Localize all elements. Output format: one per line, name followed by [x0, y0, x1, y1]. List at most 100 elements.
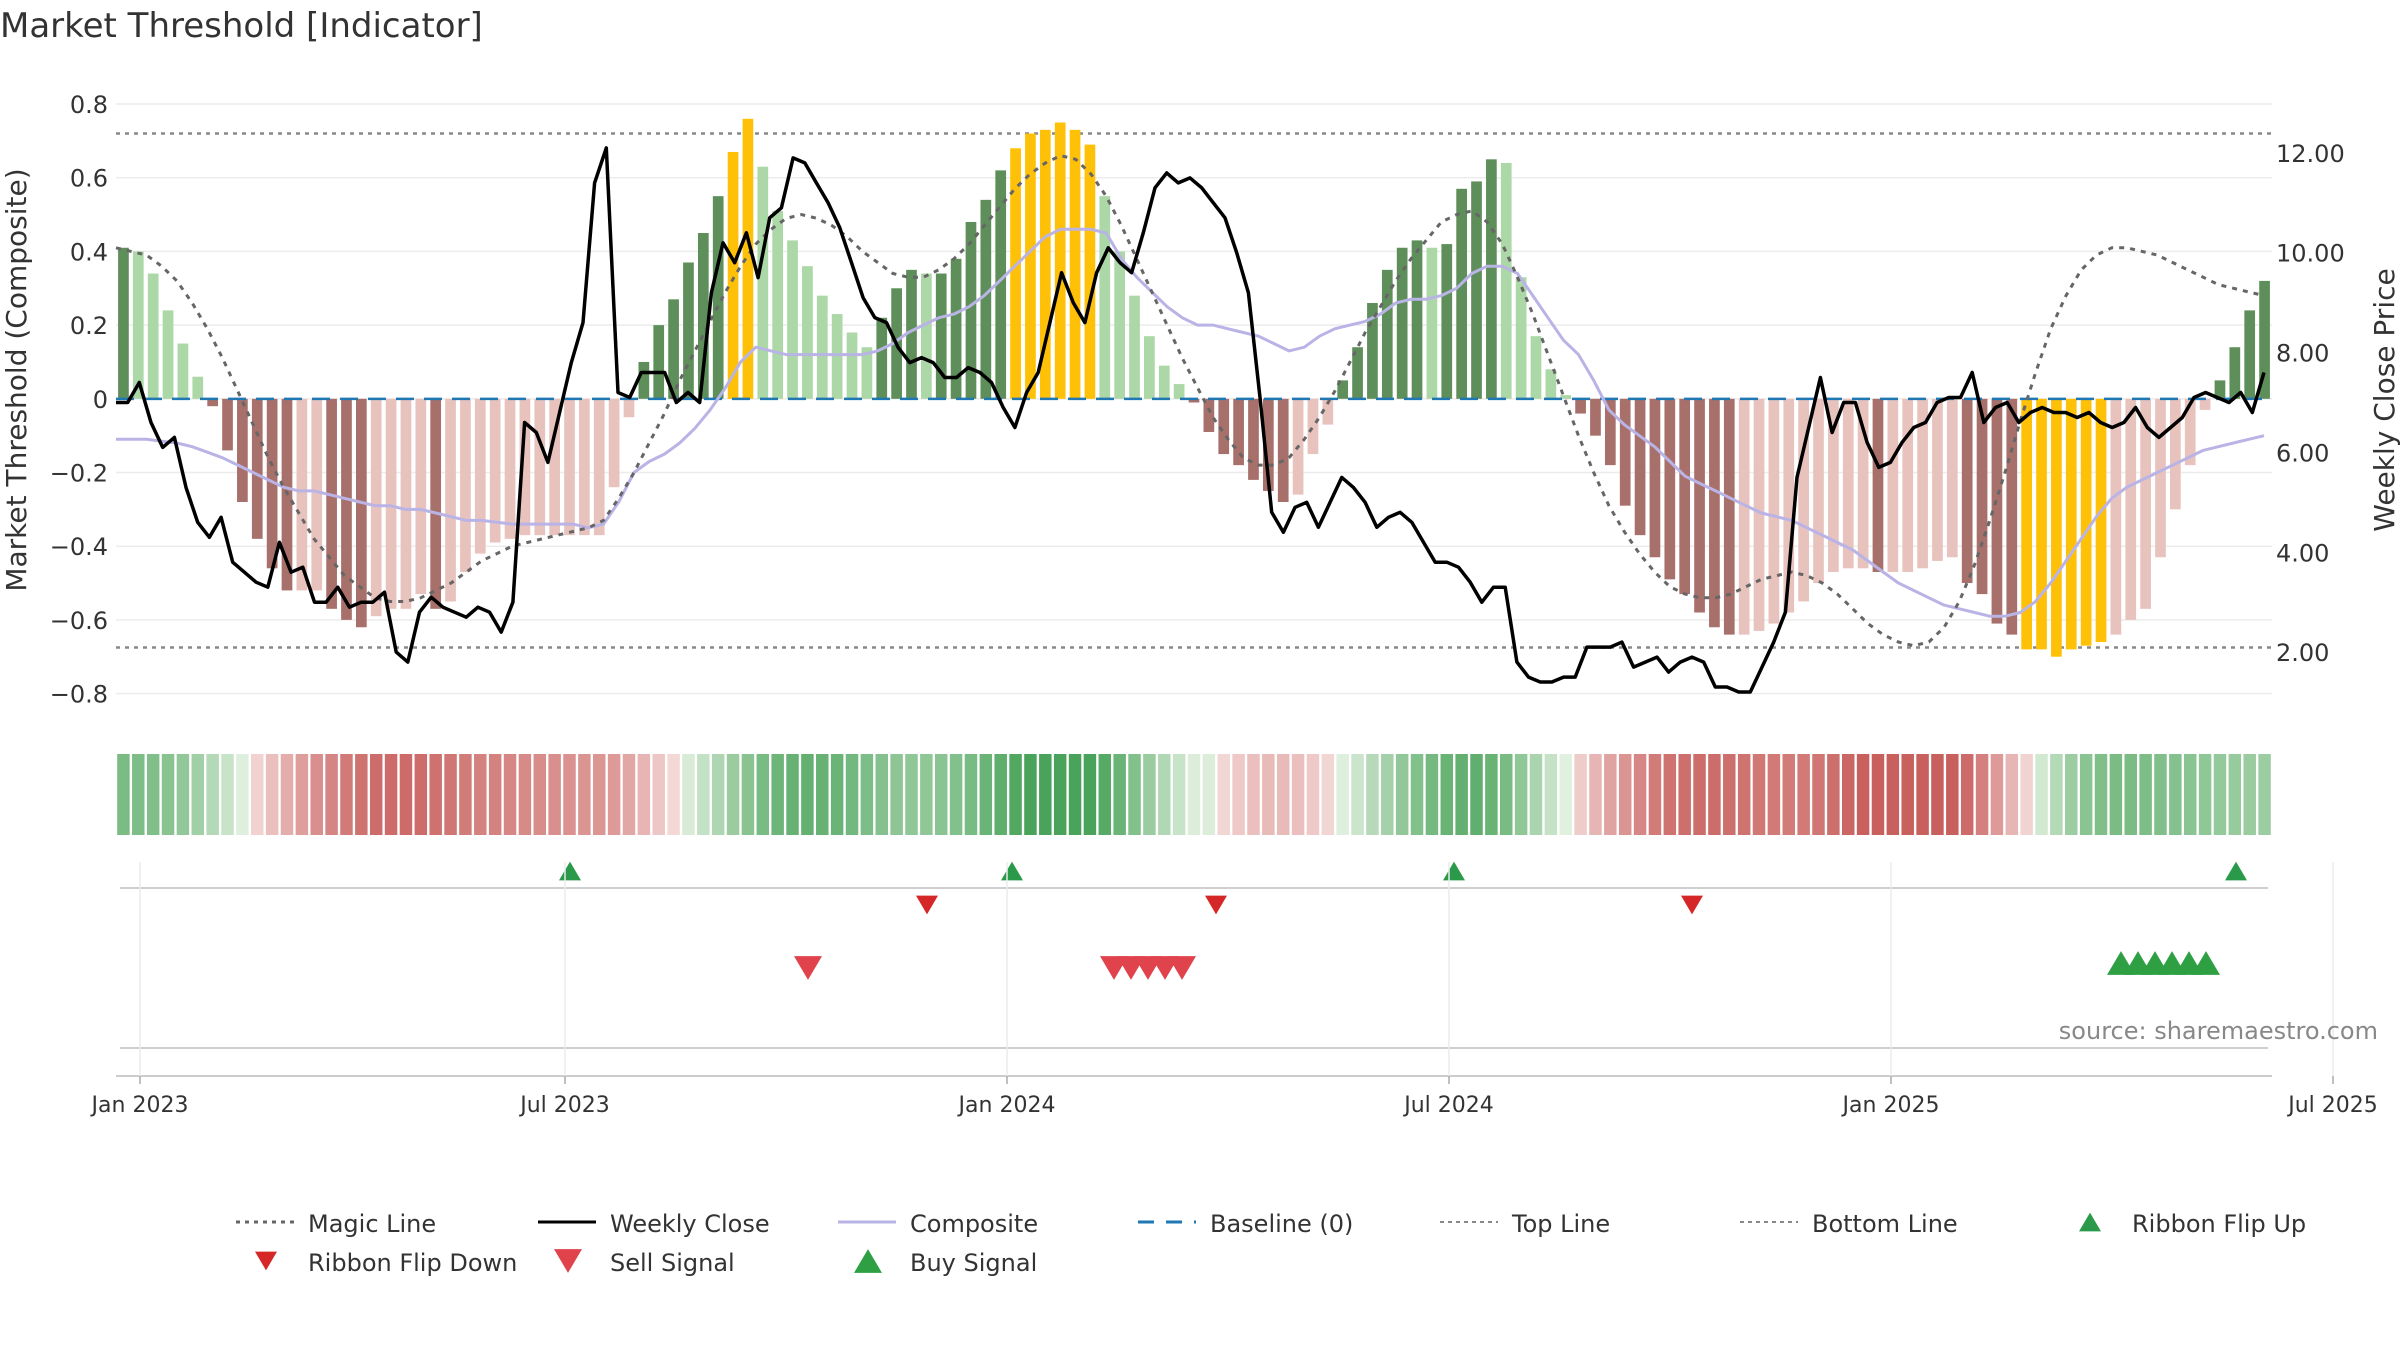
- ribbon-cell: [1663, 754, 1677, 835]
- left-tick-label: 0: [93, 386, 108, 414]
- ribbon-cell: [265, 754, 279, 835]
- ribbon-cell: [1039, 754, 1052, 835]
- x-tick-label: Jan 2025: [1841, 1093, 1940, 1118]
- legend-item: Top Line: [1440, 1210, 1610, 1238]
- composite-bar: [757, 166, 769, 399]
- ribbon-cell: [1990, 754, 2004, 835]
- ribbon-cell: [2079, 754, 2093, 835]
- ribbon-flip-up-marker: [559, 861, 581, 881]
- ribbon-cell: [2005, 754, 2019, 835]
- composite-bar: [251, 398, 263, 539]
- composite-bar: [1723, 398, 1735, 635]
- composite-bar: [1887, 398, 1899, 572]
- ribbon-cell: [2109, 754, 2123, 835]
- composite-bar: [2065, 398, 2077, 650]
- composite-bar: [400, 398, 412, 609]
- ribbon-cell: [429, 754, 442, 835]
- ribbon-cell: [1485, 754, 1498, 835]
- composite-bar: [995, 170, 1007, 399]
- ribbon-cell: [280, 754, 294, 835]
- ribbon-cell: [161, 754, 175, 835]
- composite-bar: [2125, 398, 2137, 620]
- left-tick-label: −0.2: [50, 460, 108, 488]
- composite-bar: [2036, 398, 2047, 650]
- ribbon-cell: [816, 754, 829, 835]
- composite-bar: [831, 314, 843, 399]
- composite-bar: [935, 273, 947, 399]
- ribbon-cell: [1068, 754, 1082, 835]
- composite-bar: [638, 361, 650, 399]
- left-tick-label: 0.8: [70, 91, 108, 119]
- ribbon-cell: [355, 754, 368, 835]
- composite-bar: [1322, 398, 1334, 425]
- composite-bar: [1649, 398, 1661, 558]
- ribbon-cell: [1024, 754, 1037, 835]
- composite-bar: [2244, 310, 2256, 399]
- composite-bar: [1783, 398, 1795, 613]
- composite-bar: [1039, 129, 1051, 399]
- composite-bar: [549, 398, 560, 536]
- composite-bar: [326, 398, 337, 609]
- ribbon-cell: [1336, 754, 1349, 835]
- ribbon-cell: [2183, 754, 2197, 835]
- ribbon-cell: [1737, 754, 1751, 835]
- right-tick-label: 2.00: [2276, 639, 2329, 667]
- composite-bar: [1946, 398, 1958, 558]
- composite-bar: [1917, 398, 1928, 569]
- ribbon-cell: [459, 754, 472, 835]
- ribbon-cell: [340, 754, 353, 835]
- composite-bar: [2169, 398, 2181, 510]
- ribbon-cell: [1871, 754, 1885, 835]
- ribbon-cell: [682, 754, 695, 835]
- ribbon-cell: [1158, 754, 1171, 835]
- composite-bar: [296, 398, 308, 591]
- ribbon-cell: [697, 754, 710, 835]
- ribbon-cell: [1128, 754, 1141, 835]
- composite-bar: [1114, 251, 1126, 399]
- ribbon-cell: [1143, 754, 1156, 835]
- composite-bar: [1411, 240, 1423, 399]
- ribbon-cell: [1975, 754, 1989, 835]
- composite-bar: [2095, 398, 2107, 642]
- ribbon-cell: [1366, 754, 1379, 835]
- ribbon-cell: [251, 754, 264, 835]
- ribbon-cell: [191, 754, 205, 835]
- composite-bar: [2199, 398, 2211, 410]
- right-tick-label: 6.00: [2276, 439, 2329, 467]
- composite-bar: [132, 251, 144, 399]
- composite-bar: [1545, 369, 1557, 399]
- ribbon-cell: [1291, 754, 1305, 835]
- ribbon-cell: [1827, 754, 1840, 835]
- left-tick-label: −0.6: [50, 607, 108, 635]
- composite-bar: [355, 398, 367, 628]
- ribbon-cell: [1500, 754, 1513, 835]
- left-tick-label: −0.8: [50, 681, 108, 709]
- ribbon-cell: [949, 754, 963, 835]
- composite-bar: [311, 398, 323, 591]
- composite-bar: [1768, 398, 1780, 624]
- ribbon-cell: [1440, 754, 1454, 835]
- legend-swatch: [554, 1249, 582, 1273]
- ribbon-cell: [414, 754, 428, 835]
- ribbon-cell: [1113, 754, 1126, 835]
- composite-bar: [1961, 398, 1973, 584]
- legend-swatch: [2079, 1212, 2101, 1232]
- ribbon-cell: [2154, 754, 2167, 835]
- ribbon-cell: [667, 754, 680, 835]
- x-tick-label: Jan 2024: [957, 1093, 1056, 1118]
- ribbon-cell: [1098, 754, 1112, 835]
- left-tick-label: 0.6: [70, 165, 108, 193]
- composite-bar: [430, 398, 442, 609]
- ribbon-cell: [2065, 754, 2078, 835]
- composite-bar: [385, 398, 397, 609]
- composite-bar: [474, 398, 486, 554]
- ribbon-cell: [132, 754, 145, 835]
- ribbon-cell: [592, 754, 606, 835]
- ribbon-cell: [1648, 754, 1662, 835]
- ribbon-cell: [1321, 754, 1335, 835]
- chart-title: Market Threshold [Indicator]: [0, 6, 483, 46]
- ribbon-cell: [860, 754, 874, 835]
- signal-rows: [116, 861, 2272, 1077]
- composite-bar: [1634, 398, 1646, 536]
- composite-bar: [2006, 398, 2018, 635]
